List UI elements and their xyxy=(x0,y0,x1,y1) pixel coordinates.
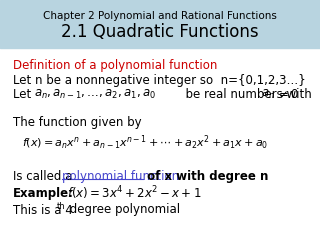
Text: Chapter 2 Polynomial and Rational Functions: Chapter 2 Polynomial and Rational Functi… xyxy=(43,11,277,21)
Text: degree polynomial: degree polynomial xyxy=(66,204,180,216)
Text: be real numbers with: be real numbers with xyxy=(178,88,319,101)
Text: This is a 4: This is a 4 xyxy=(13,204,73,216)
Text: Is called a: Is called a xyxy=(13,170,76,183)
Text: 2.1 Quadratic Functions: 2.1 Quadratic Functions xyxy=(61,24,259,41)
FancyBboxPatch shape xyxy=(0,0,320,48)
Text: th: th xyxy=(57,202,66,211)
Text: $f(x) = 3x^4 + 2x^2 - x + 1$: $f(x) = 3x^4 + 2x^2 - x + 1$ xyxy=(67,184,202,202)
Text: of x with degree n: of x with degree n xyxy=(143,170,269,183)
Text: polynomial function: polynomial function xyxy=(62,170,180,183)
Text: The function given by: The function given by xyxy=(13,116,141,129)
Text: Let n be a nonnegative integer so  n={0,1,2,3…}: Let n be a nonnegative integer so n={0,1… xyxy=(13,74,306,87)
Text: $f(x) = a_n x^n + a_{n-1}x^{n-1} + \cdots + a_2 x^2 + a_1 x + a_0$: $f(x) = a_n x^n + a_{n-1}x^{n-1} + \cdot… xyxy=(22,134,269,152)
Text: $\neq 0$: $\neq 0$ xyxy=(276,88,299,101)
Text: Example:: Example: xyxy=(13,187,74,200)
Text: Let: Let xyxy=(13,88,35,101)
Text: $a_n, a_{n-1}, \ldots, a_2, a_1, a_0$: $a_n, a_{n-1}, \ldots, a_2, a_1, a_0$ xyxy=(34,88,156,101)
Text: Definition of a polynomial function: Definition of a polynomial function xyxy=(13,60,217,72)
Text: $a_n$: $a_n$ xyxy=(261,88,275,101)
